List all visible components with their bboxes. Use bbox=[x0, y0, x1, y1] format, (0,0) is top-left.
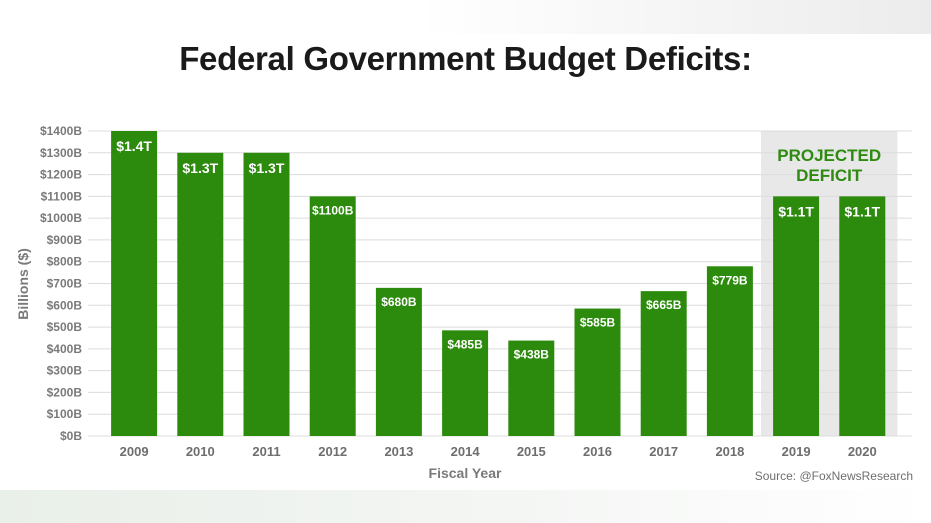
y-tick-label: $600B bbox=[47, 298, 83, 312]
y-tick-label: $100B bbox=[47, 407, 83, 421]
x-tick-label: 2011 bbox=[252, 444, 280, 459]
x-axis-label: Fiscal Year bbox=[429, 465, 502, 481]
bar-data-labels: $1.4T $1.3T $1.3T $1100B $680B $485B $438B $585… bbox=[116, 138, 880, 362]
y-tick-label: $1000B bbox=[40, 211, 82, 225]
bar-2012 bbox=[309, 196, 356, 436]
x-tick-label: 2015 bbox=[517, 444, 546, 459]
x-tick-label: 2020 bbox=[848, 444, 877, 459]
bar-2018 bbox=[706, 266, 753, 436]
x-tick-label: 2013 bbox=[384, 444, 413, 459]
source-credit: Source: @FoxNewsResearch bbox=[755, 469, 913, 483]
x-axis-ticks: 2009 2010 2011 2012 2013 2014 2015 2016 2017 2018… bbox=[120, 444, 877, 459]
projected-annotation-line: DEFICIT bbox=[796, 166, 863, 185]
y-tick-label: $1400B bbox=[40, 124, 82, 138]
x-tick-label: 2014 bbox=[451, 444, 481, 459]
y-tick-label: $500B bbox=[47, 320, 83, 334]
bar-label-2018: $779B bbox=[712, 273, 748, 287]
bar-label-2015: $438B bbox=[514, 348, 550, 362]
bar-label-2010: $1.3T bbox=[182, 160, 218, 176]
bar-label-2019: $1.1T bbox=[778, 203, 814, 219]
bar-label-2014: $485B bbox=[447, 337, 483, 351]
y-tick-label: $800B bbox=[47, 255, 83, 269]
x-tick-label: 2019 bbox=[782, 444, 811, 459]
bar-2014 bbox=[442, 330, 489, 436]
y-tick-label: $300B bbox=[47, 364, 83, 378]
bar-2015 bbox=[508, 340, 555, 436]
x-tick-label: 2018 bbox=[715, 444, 744, 459]
bar-label-2009: $1.4T bbox=[116, 138, 152, 154]
bar-2013 bbox=[375, 287, 422, 436]
bar-label-2013: $680B bbox=[381, 295, 417, 309]
y-tick-label: $1200B bbox=[40, 168, 82, 182]
bar-label-2012: $1100B bbox=[312, 203, 354, 217]
y-tick-label: $1100B bbox=[41, 189, 83, 203]
bar-label-2016: $585B bbox=[580, 316, 616, 330]
top-fade-band bbox=[0, 0, 931, 34]
x-tick-label: 2012 bbox=[318, 444, 347, 459]
bar-label-2017: $665B bbox=[646, 298, 682, 312]
x-tick-label: 2016 bbox=[583, 444, 612, 459]
x-tick-label: 2009 bbox=[120, 444, 149, 459]
bottom-fade-band bbox=[0, 490, 931, 523]
bar-2020 bbox=[839, 196, 886, 436]
y-tick-label: $0B bbox=[60, 429, 82, 443]
bar-2011 bbox=[243, 152, 290, 437]
y-axis-ticks: $0B $100B $200B $300B $400B $500B $600B $700B $8… bbox=[40, 124, 82, 443]
bar-2017 bbox=[640, 291, 687, 436]
projected-annotation-line: PROJECTED bbox=[777, 146, 881, 165]
y-tick-label: $700B bbox=[47, 277, 83, 291]
y-axis-label: Billions ($) bbox=[15, 248, 31, 320]
y-tick-label: $1300B bbox=[40, 146, 82, 160]
y-tick-label: $900B bbox=[47, 233, 83, 247]
bar-2009 bbox=[111, 131, 158, 436]
bar-2019 bbox=[773, 196, 820, 436]
chart-title: Federal Government Budget Deficits: bbox=[179, 40, 752, 77]
bar-label-2020: $1.1T bbox=[844, 203, 880, 219]
bars bbox=[111, 131, 886, 437]
bar-2016 bbox=[574, 308, 621, 436]
x-tick-label: 2017 bbox=[649, 444, 678, 459]
x-tick-label: 2010 bbox=[186, 444, 215, 459]
y-tick-label: $400B bbox=[47, 342, 83, 356]
bar-2010 bbox=[177, 152, 224, 437]
y-tick-label: $200B bbox=[47, 385, 83, 399]
bar-label-2011: $1.3T bbox=[249, 160, 285, 176]
